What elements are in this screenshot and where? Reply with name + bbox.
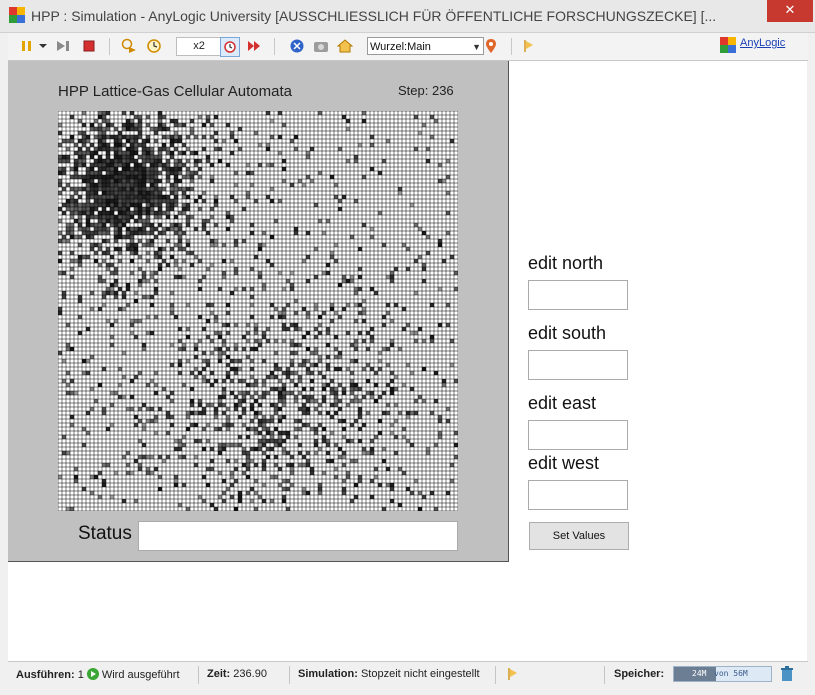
run-state: Wird ausgeführt [101, 669, 180, 681]
experiment-selector[interactable]: Wurzel:Main ▼ [367, 37, 484, 55]
flag-icon[interactable] [504, 665, 522, 683]
model-title: HPP Lattice-Gas Cellular Automata [58, 83, 293, 100]
simulation-label: Simulation: [298, 668, 358, 680]
toolbar-separator [109, 38, 110, 55]
home-icon[interactable] [336, 37, 354, 55]
stop-icon[interactable] [80, 37, 98, 55]
simulation-status: Simulation: Stopzeit nicht eingestellt [298, 668, 480, 680]
pause-icon[interactable] [18, 37, 36, 55]
fast-forward-icon[interactable] [246, 37, 264, 55]
toolbar-separator [274, 38, 275, 55]
edit-east-field[interactable] [528, 420, 628, 450]
time-status: Zeit: 236.90 [207, 668, 267, 680]
status-label: Status [78, 523, 132, 544]
edit-north-field[interactable] [528, 280, 628, 310]
play-icon [86, 668, 99, 680]
experiment-selector-value: Wurzel:Main [370, 41, 431, 53]
run-status: Ausführen: 1 Wird ausgeführt [16, 668, 180, 681]
time-label: Zeit: [207, 668, 231, 680]
status-field [138, 521, 458, 551]
chevron-down-icon: ▼ [472, 42, 481, 52]
run-label: Ausführen: [16, 669, 75, 681]
anylogic-logo-icon [720, 37, 736, 53]
status-bar: Ausführen: 1 Wird ausgeführt Zeit: 236.90… [8, 661, 808, 688]
set-values-button[interactable]: Set Values [529, 522, 629, 550]
dropdown-arrow-icon[interactable] [38, 37, 48, 55]
anylogic-link-label: AnyLogic [740, 37, 786, 49]
anylogic-link[interactable]: AnyLogic [720, 37, 786, 53]
statusbar-separator [198, 666, 199, 684]
run-count: 1 [77, 669, 84, 681]
toolbar: x2 Wurzel:Main ▼ [8, 33, 808, 61]
statusbar-separator [289, 666, 290, 684]
camera-icon[interactable] [312, 37, 330, 55]
lattice-grid [58, 111, 458, 511]
memory-label: Speicher: [614, 668, 665, 680]
edit-south-label: edit south [528, 323, 607, 343]
app-icon [9, 7, 25, 23]
title-bar: HPP : Simulation - AnyLogic University [… [0, 0, 815, 33]
toolbar-separator [511, 38, 512, 55]
edit-west-field[interactable] [528, 480, 628, 510]
speed-field[interactable]: x2 [176, 37, 222, 56]
simulation-value: Stopzeit nicht eingestellt [360, 668, 480, 680]
time-icon[interactable] [145, 37, 163, 55]
window-title: HPP : Simulation - AnyLogic University [… [31, 8, 717, 24]
memory-fill [674, 667, 716, 681]
step-icon[interactable] [54, 37, 72, 55]
edit-south-field[interactable] [528, 350, 628, 380]
edit-east-label: edit east [528, 393, 597, 413]
run-until-icon[interactable] [120, 37, 138, 55]
flag-icon[interactable] [520, 37, 538, 55]
navigate-icon[interactable] [288, 37, 306, 55]
statusbar-separator [495, 666, 496, 684]
memory-bar: 24M von 56M [673, 666, 772, 682]
step-counter: Step: 236 [398, 83, 454, 98]
memory-total: von 56M [714, 669, 748, 678]
time-value: 236.90 [233, 668, 267, 680]
edit-west-label: edit west [528, 453, 600, 473]
simulation-canvas: HPP Lattice-Gas Cellular Automata Step: … [8, 61, 807, 661]
statusbar-separator [604, 666, 605, 684]
realtime-icon[interactable] [220, 37, 240, 57]
close-button[interactable]: ✕ [767, 0, 813, 22]
automata-panel: HPP Lattice-Gas Cellular Automata Step: … [8, 61, 509, 562]
trash-icon[interactable] [778, 665, 796, 683]
memory-used: 24M [692, 669, 707, 678]
edit-north-label: edit north [528, 253, 604, 273]
locate-icon[interactable] [482, 37, 500, 55]
